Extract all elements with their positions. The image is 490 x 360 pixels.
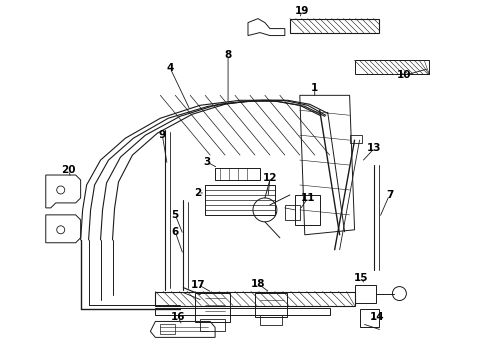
Bar [200, 319, 225, 332]
Bar [295, 195, 319, 225]
Bar [285, 205, 300, 220]
Text: 9: 9 [159, 130, 166, 140]
Text: 6: 6 [172, 227, 179, 237]
Bar [205, 185, 275, 215]
Text: 2: 2 [195, 188, 202, 198]
Bar [349, 135, 362, 143]
Text: 16: 16 [171, 312, 186, 323]
Bar [255, 293, 287, 318]
Bar [215, 168, 260, 180]
Text: 5: 5 [172, 210, 179, 220]
Bar [155, 307, 330, 315]
Bar [290, 19, 379, 32]
Text: 10: 10 [397, 71, 412, 80]
Bar [355, 60, 429, 75]
Text: 20: 20 [61, 165, 76, 175]
Text: 18: 18 [251, 279, 265, 289]
Text: 15: 15 [354, 273, 369, 283]
Text: 12: 12 [263, 173, 277, 183]
Bar [195, 293, 230, 323]
Text: 19: 19 [294, 6, 309, 15]
Text: 11: 11 [300, 193, 315, 203]
Bar [355, 285, 376, 302]
Text: 3: 3 [203, 157, 211, 167]
Text: 14: 14 [370, 312, 385, 323]
Text: 8: 8 [224, 50, 232, 60]
Text: 13: 13 [367, 143, 382, 153]
Bar [360, 310, 379, 328]
Bar [155, 292, 355, 306]
Text: 1: 1 [311, 84, 318, 93]
Text: 4: 4 [167, 63, 174, 73]
Bar [260, 315, 282, 325]
Text: 17: 17 [191, 280, 205, 289]
Text: 7: 7 [386, 190, 393, 200]
Bar [160, 324, 175, 334]
